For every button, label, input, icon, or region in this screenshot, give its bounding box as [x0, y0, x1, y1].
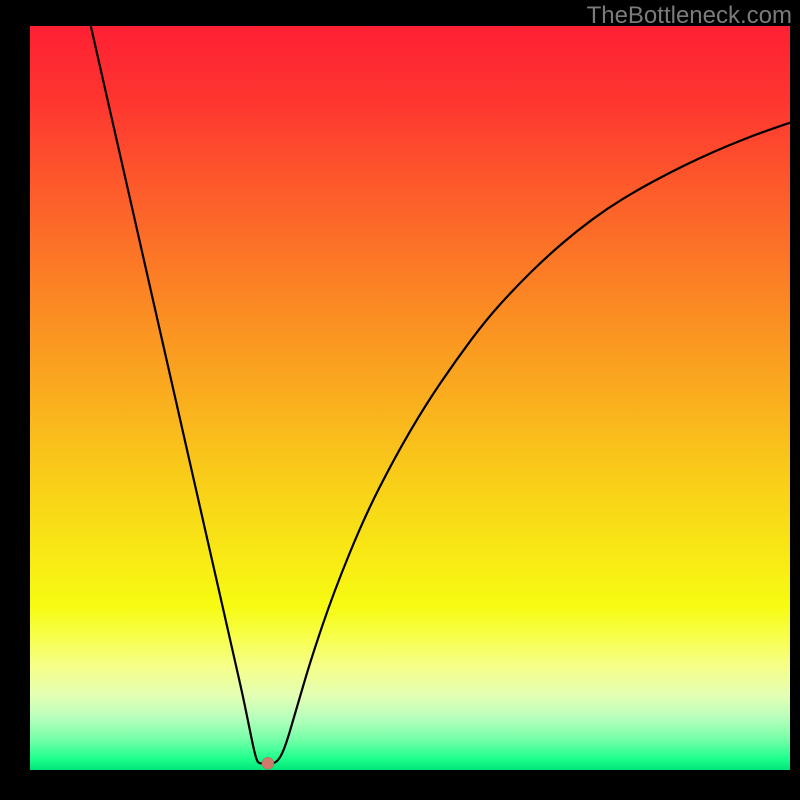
curve-path — [91, 26, 790, 763]
watermark-text: TheBottleneck.com — [587, 2, 792, 30]
chart-frame: TheBottleneck.com — [0, 0, 800, 800]
optimum-marker — [262, 757, 274, 769]
plot-area — [30, 26, 790, 770]
bottleneck-curve — [30, 26, 790, 770]
